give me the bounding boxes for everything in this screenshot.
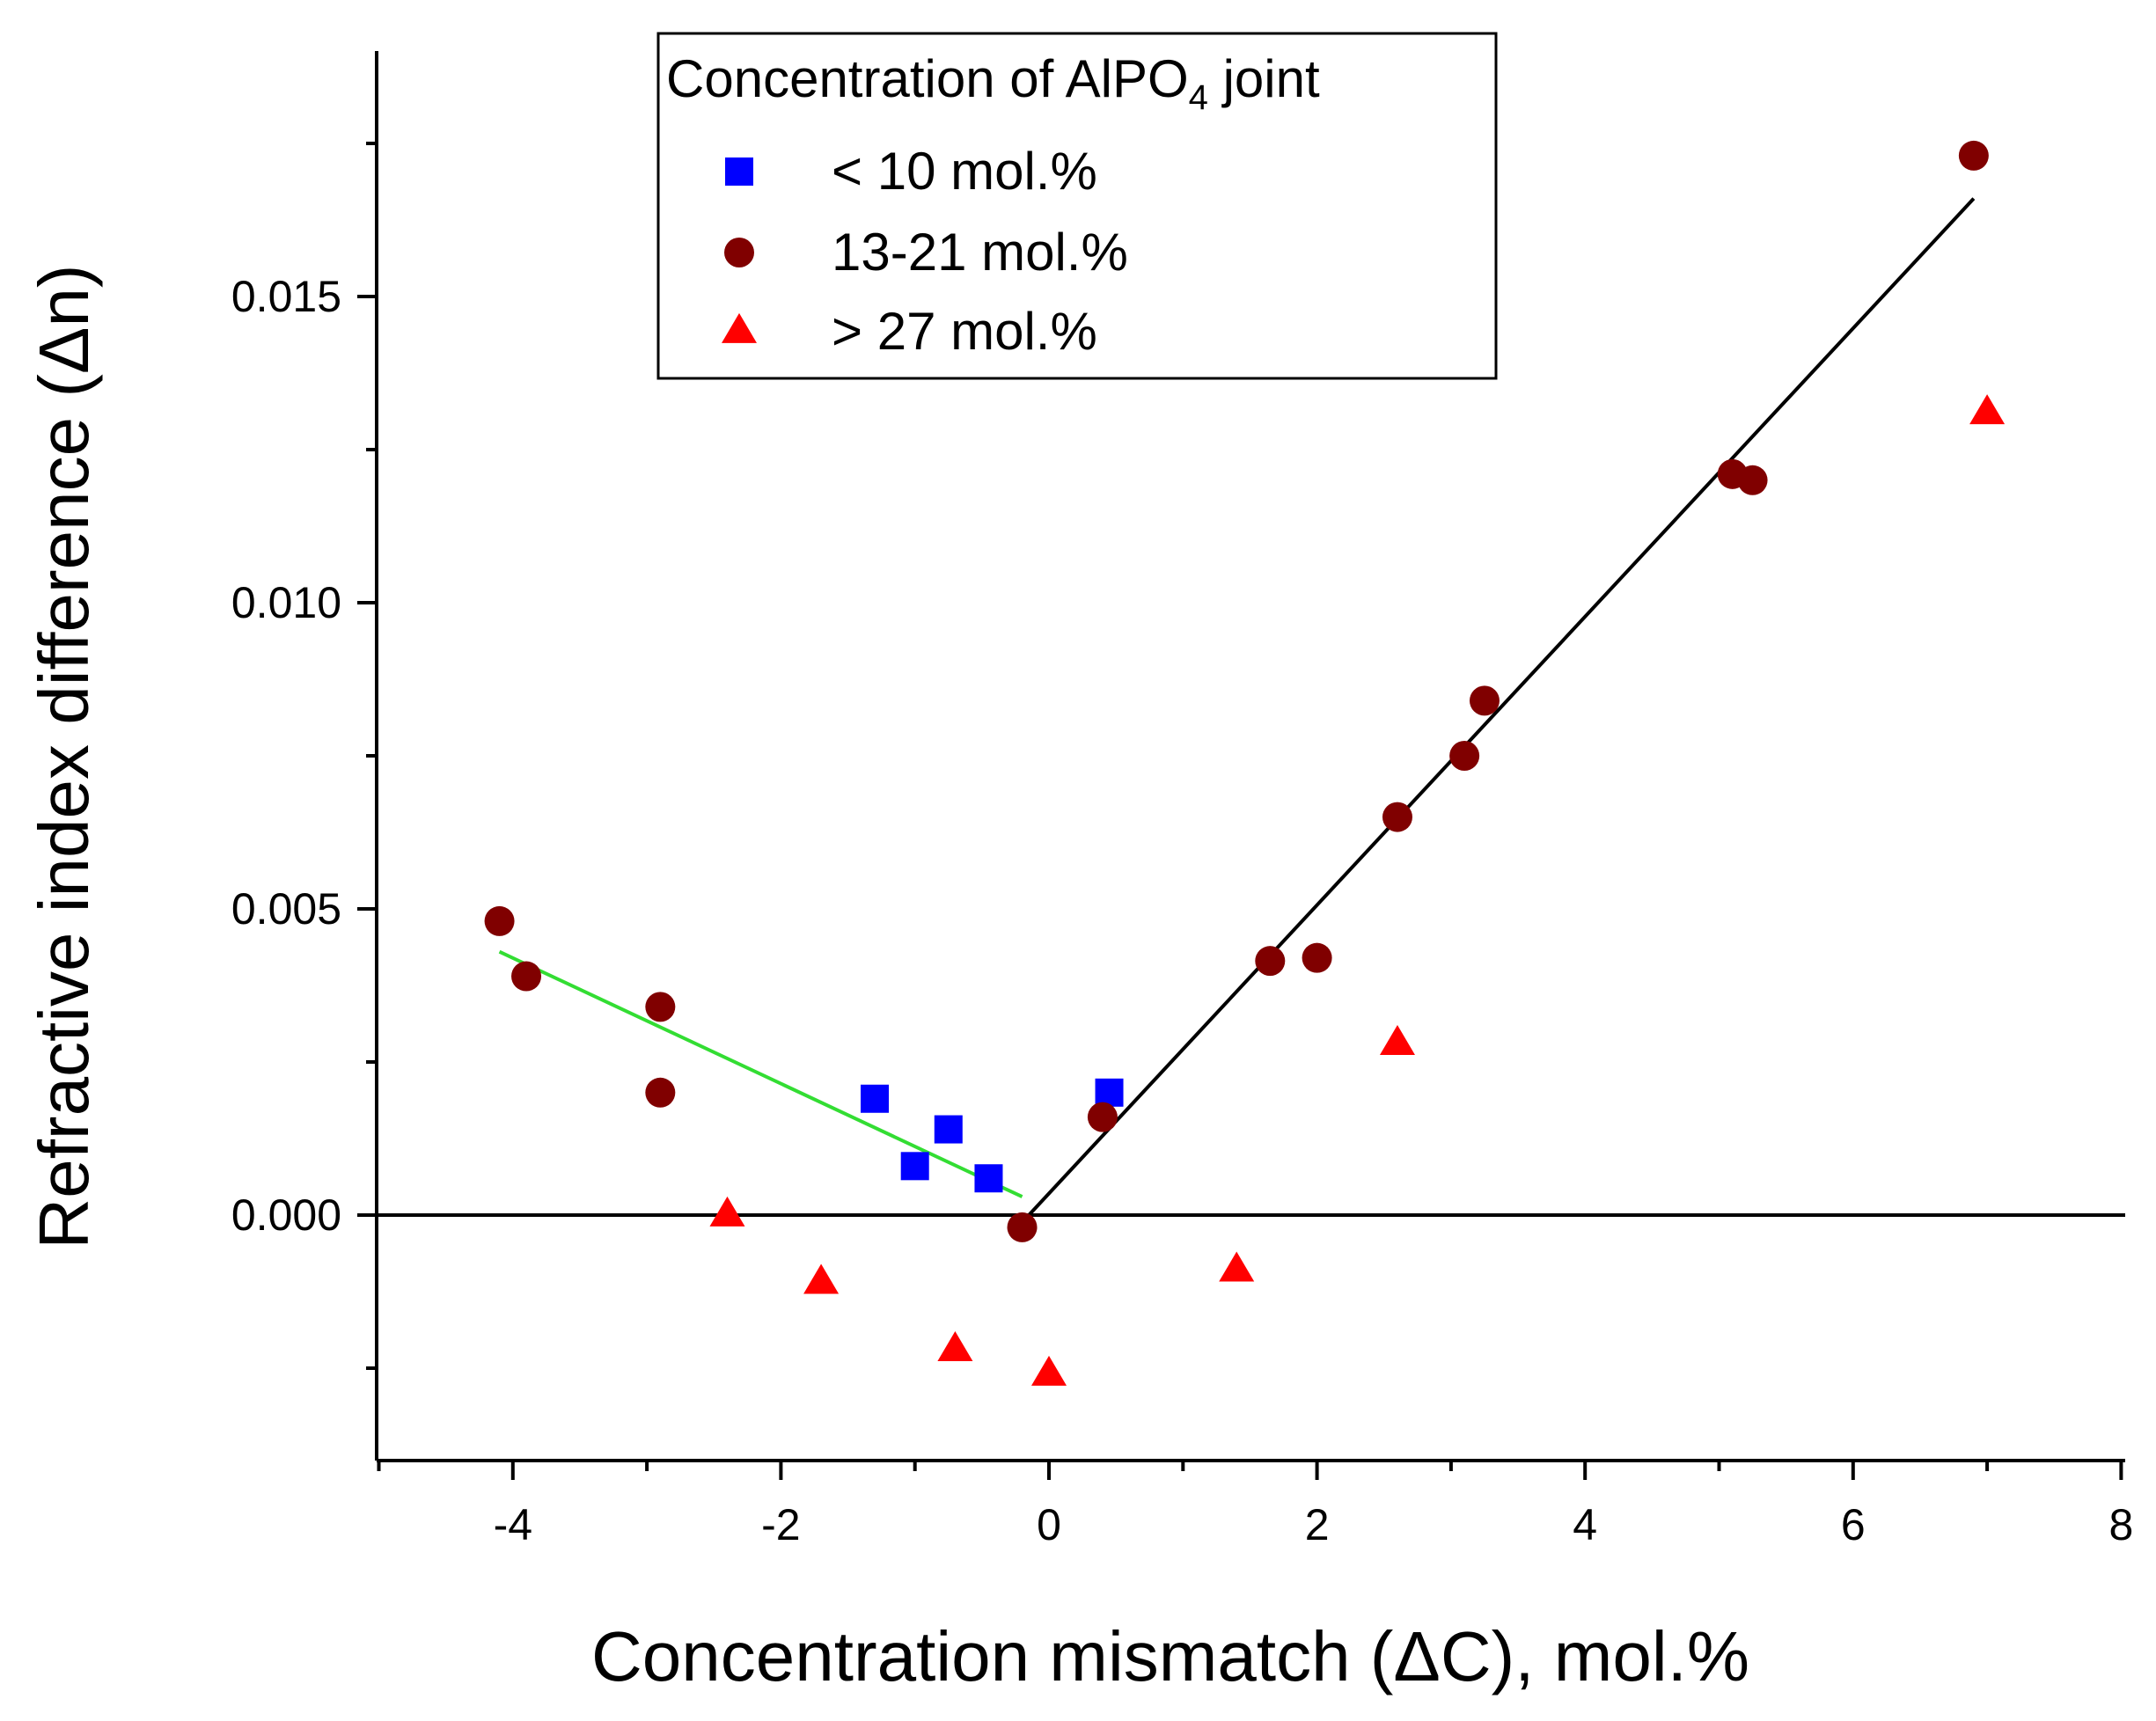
data-point-triangle bbox=[1219, 1251, 1255, 1282]
legend-title-suffix: joint bbox=[1208, 49, 1320, 108]
x-tick-label: 4 bbox=[1573, 1500, 1597, 1549]
data-point-triangle bbox=[937, 1331, 973, 1362]
legend-marker-square bbox=[725, 157, 753, 186]
y-axis-title: Refractive index difference (Δn) bbox=[25, 264, 103, 1249]
data-point-circle bbox=[484, 905, 515, 936]
legend-title: Concentration of AlPO4 joint bbox=[666, 49, 1320, 117]
y-tick-label: 0.005 bbox=[231, 884, 341, 934]
data-point-square bbox=[861, 1084, 890, 1113]
fit-right-line bbox=[1027, 197, 1976, 1217]
x-tick-label: 8 bbox=[2108, 1500, 2133, 1549]
data-point-triangle bbox=[803, 1263, 840, 1294]
legend-label: < 10 mol.% bbox=[832, 142, 1097, 201]
data-point-circle bbox=[1382, 802, 1412, 832]
legend-label: 13-21 mol.% bbox=[832, 223, 1128, 282]
legend-box bbox=[656, 32, 1498, 380]
data-point-circle bbox=[1302, 942, 1332, 973]
data-point-circle bbox=[511, 961, 542, 992]
legend-marker-triangle bbox=[722, 312, 757, 343]
fit-lines bbox=[377, 197, 2125, 1217]
legend-items: < 10 mol.% 13-21 mol.% > 27 mol.% bbox=[722, 142, 1128, 361]
axes: -4 -2 0 2 4 6 8 0.000 0.005 0.010 0.015 bbox=[231, 51, 2133, 1549]
data-point-triangle bbox=[1379, 1025, 1415, 1056]
data-point-square bbox=[900, 1152, 929, 1181]
x-tick-label: 6 bbox=[1841, 1500, 1866, 1549]
data-point-circle bbox=[1007, 1212, 1038, 1242]
y-tick-label: 0.015 bbox=[231, 272, 341, 321]
data-point-triangle bbox=[1031, 1355, 1067, 1386]
legend-marker-circle bbox=[724, 238, 754, 267]
x-tick-label: -2 bbox=[761, 1500, 800, 1549]
data-point-circle bbox=[645, 992, 676, 1022]
data-point-triangle bbox=[709, 1196, 745, 1227]
data-point-circle bbox=[1449, 741, 1480, 771]
legend-label: > 27 mol.% bbox=[832, 302, 1097, 361]
data-point-square bbox=[1095, 1078, 1124, 1107]
fit-left-line bbox=[498, 949, 1023, 1198]
legend: Concentration of AlPO4 joint < 10 mol.% 1… bbox=[656, 32, 1498, 380]
legend-title-sub: 4 bbox=[1189, 78, 1208, 117]
data-point-circle bbox=[1255, 946, 1286, 977]
x-axis-title: Concentration mismatch (ΔC), mol.% bbox=[591, 1617, 1749, 1695]
data-point-circle bbox=[1087, 1102, 1118, 1132]
data-point-square bbox=[974, 1164, 1003, 1193]
data-point-triangle bbox=[1969, 394, 2006, 425]
data-point-circle bbox=[1469, 685, 1500, 716]
y-tick-label: 0.010 bbox=[231, 578, 341, 627]
y-tick-label: 0.000 bbox=[231, 1190, 341, 1240]
legend-title-prefix: Concentration of AlPO bbox=[666, 49, 1189, 108]
x-tick-label: 0 bbox=[1037, 1500, 1061, 1549]
data-point-square bbox=[934, 1115, 963, 1144]
data-point-circle bbox=[1958, 140, 1989, 171]
x-tick-label: -4 bbox=[494, 1500, 532, 1549]
data-points bbox=[484, 140, 2006, 1386]
data-point-circle bbox=[1737, 465, 1768, 495]
x-tick-label: 2 bbox=[1305, 1500, 1330, 1549]
data-point-circle bbox=[645, 1077, 676, 1108]
